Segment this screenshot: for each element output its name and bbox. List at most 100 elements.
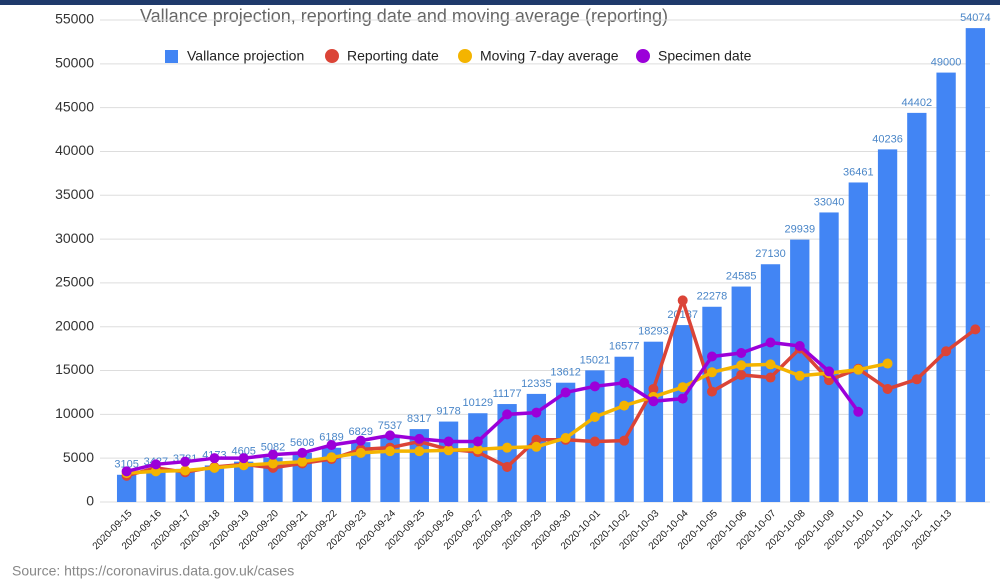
bar (614, 356, 634, 502)
point (853, 364, 864, 375)
value-label: 27130 (755, 248, 786, 260)
bar (146, 471, 166, 502)
point (560, 433, 571, 444)
point (267, 458, 278, 469)
point (765, 359, 776, 370)
point (677, 382, 688, 393)
point (355, 435, 366, 446)
bar (731, 286, 751, 502)
point (736, 369, 747, 380)
point (238, 453, 249, 464)
point (472, 436, 483, 447)
bar (848, 182, 868, 502)
chart-title: Vallance projection, reporting date and … (140, 6, 668, 26)
value-label: 6829 (349, 426, 373, 438)
y-tick-label: 50000 (55, 55, 94, 71)
y-tick-label: 20000 (55, 317, 94, 333)
point (706, 351, 717, 362)
top-stripe (0, 0, 1000, 5)
point (150, 459, 161, 470)
point (794, 341, 805, 352)
y-tick-label: 55000 (55, 11, 94, 27)
bar (643, 341, 664, 502)
point (385, 430, 396, 441)
value-label: 13612 (550, 367, 581, 379)
point (706, 386, 717, 397)
value-label: 9178 (436, 405, 460, 417)
point (297, 456, 308, 467)
y-tick-label: 45000 (55, 98, 94, 114)
value-label: 3105 (114, 459, 138, 471)
point (209, 453, 220, 464)
bar (877, 149, 898, 502)
point (150, 466, 161, 477)
point (882, 383, 893, 394)
legend-swatch (325, 49, 339, 63)
point (180, 465, 191, 476)
value-label: 29939 (784, 224, 815, 236)
legend-label: Vallance projection (187, 48, 304, 64)
y-tick-label: 40000 (55, 142, 94, 158)
point (414, 446, 425, 457)
point (853, 406, 864, 417)
value-label: 15021 (580, 354, 611, 366)
legend-label: Specimen date (658, 48, 752, 64)
value-label: 11177 (493, 388, 522, 400)
value-label: 36461 (843, 166, 874, 178)
bar (585, 370, 605, 502)
y-tick-label: 30000 (55, 230, 94, 246)
point (765, 372, 776, 383)
point (267, 449, 278, 460)
point (619, 400, 630, 411)
point (941, 346, 952, 357)
value-label: 40236 (872, 133, 903, 145)
value-label: 4605 (231, 446, 255, 458)
point (443, 445, 454, 456)
bar (907, 112, 927, 503)
point (736, 360, 747, 371)
bar (673, 325, 693, 502)
point (882, 358, 893, 369)
point (531, 441, 542, 452)
bar (819, 212, 839, 502)
point (414, 433, 425, 444)
point (531, 434, 542, 445)
point (502, 409, 513, 420)
point (443, 436, 454, 447)
value-label: 5082 (261, 441, 285, 453)
value-label: 44402 (902, 97, 933, 109)
point (794, 370, 805, 381)
bar (116, 474, 137, 502)
point (824, 366, 835, 377)
bar (409, 429, 429, 502)
point (765, 337, 776, 348)
point (238, 460, 249, 471)
value-label: 7537 (378, 420, 402, 432)
bar (351, 442, 371, 502)
point (589, 436, 600, 447)
bar (438, 421, 459, 502)
y-tick-label: 0 (86, 493, 94, 509)
bar (702, 306, 722, 502)
point (970, 324, 981, 335)
bar (936, 72, 956, 502)
value-label: 16577 (609, 341, 640, 353)
y-tick-label: 10000 (55, 405, 94, 421)
point (560, 387, 571, 398)
value-label: 22278 (697, 291, 728, 303)
point (209, 462, 220, 473)
point (589, 381, 600, 392)
value-label: 12335 (521, 378, 552, 390)
y-tick-label: 15000 (55, 361, 94, 377)
value-label: 33040 (814, 196, 845, 208)
point (385, 446, 396, 457)
point (677, 393, 688, 404)
bar (468, 413, 488, 502)
point (502, 461, 513, 472)
legend-swatch (458, 49, 472, 63)
value-label: 54074 (960, 12, 991, 24)
legend-label: Moving 7-day average (480, 48, 619, 64)
point (911, 374, 922, 385)
point (648, 396, 659, 407)
